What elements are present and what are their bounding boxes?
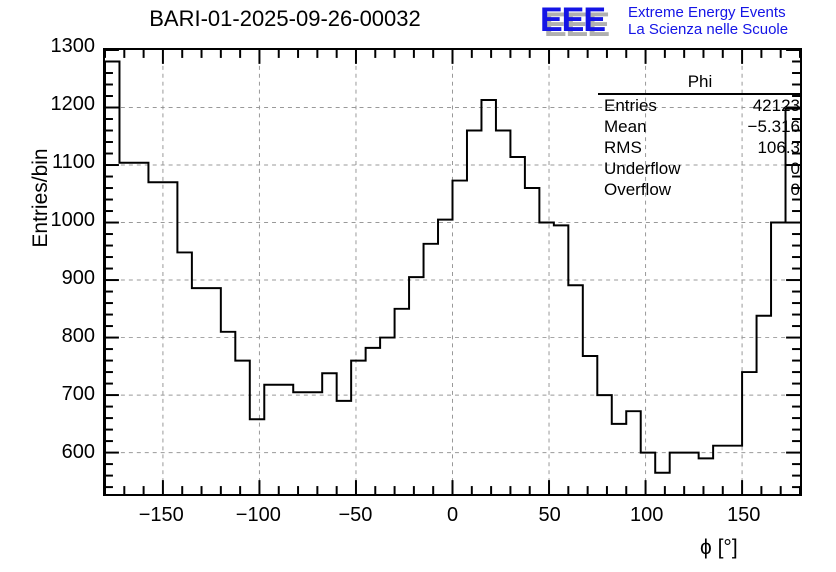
y-tick-label: 1200 [50, 93, 96, 116]
eee-logo-shadow: EEE [544, 6, 610, 44]
stats-row-value: 0 [790, 159, 800, 178]
y-tick-label: 900 [61, 267, 95, 290]
y-tick-label: 700 [61, 383, 95, 406]
x-tick-label: 0 [446, 504, 459, 526]
y-axis-title: Entries/bin [29, 148, 52, 248]
eee-logo-line1: Extreme Energy Events [628, 4, 786, 21]
stats-row-value: 42123 [752, 96, 800, 115]
eee-logo: EEE EEE Extreme Energy Events La Scienza… [540, 2, 836, 44]
x-axis-title: ϕ [°] [700, 536, 738, 559]
y-tick-label: 800 [61, 325, 95, 348]
grid-lines [105, 50, 800, 494]
eee-logo-text: Extreme Energy Events La Scienza nelle S… [628, 4, 788, 38]
stats-box-rows: Entries 42123 Mean −5.316 RMS 106.3 Underflow 0… [598, 95, 802, 200]
x-tick-label: 50 [538, 504, 561, 526]
stats-row-value: 0 [790, 180, 800, 199]
x-tick-label: 150 [727, 504, 761, 526]
stats-box: Phi Entries 42123 Mean −5.316 RMS 106.3 Underf… [598, 71, 802, 200]
stats-row-label: Entries [604, 96, 657, 115]
y-tick-label: 1100 [51, 151, 95, 174]
stats-row-label: Mean [604, 117, 647, 136]
y-tick-label: 600 [61, 441, 95, 464]
eee-logo-mark: EEE [540, 1, 606, 39]
y-tick-label: 1000 [50, 209, 96, 232]
stats-row: Overflow 0 [598, 179, 802, 200]
stats-row: Entries 42123 [598, 95, 802, 116]
stats-row: RMS 106.3 [598, 137, 802, 158]
stats-row-label: Underflow [604, 159, 681, 178]
stats-row-value: −5.316 [747, 117, 800, 136]
page-title: BARI-01-2025-09-26-00032 [149, 6, 421, 31]
x-tick-label: −150 [138, 504, 184, 526]
x-tick-label: −50 [338, 504, 373, 526]
x-tick-label: 100 [629, 504, 664, 526]
plot-area [103, 48, 802, 496]
eee-logo-line2: La Scienza nelle Scuole [628, 21, 789, 38]
stats-row-label: RMS [604, 138, 642, 157]
stats-box-title: Phi [598, 71, 802, 95]
stats-row: Underflow 0 [598, 158, 802, 179]
x-tick-label: −100 [235, 504, 281, 526]
y-tick-label: 1300 [50, 35, 96, 57]
stats-row-value: 106.3 [757, 138, 800, 157]
histogram-series-phi [105, 60, 800, 494]
stats-row: Mean −5.316 [598, 116, 802, 137]
stats-row-label: Overflow [604, 180, 672, 199]
